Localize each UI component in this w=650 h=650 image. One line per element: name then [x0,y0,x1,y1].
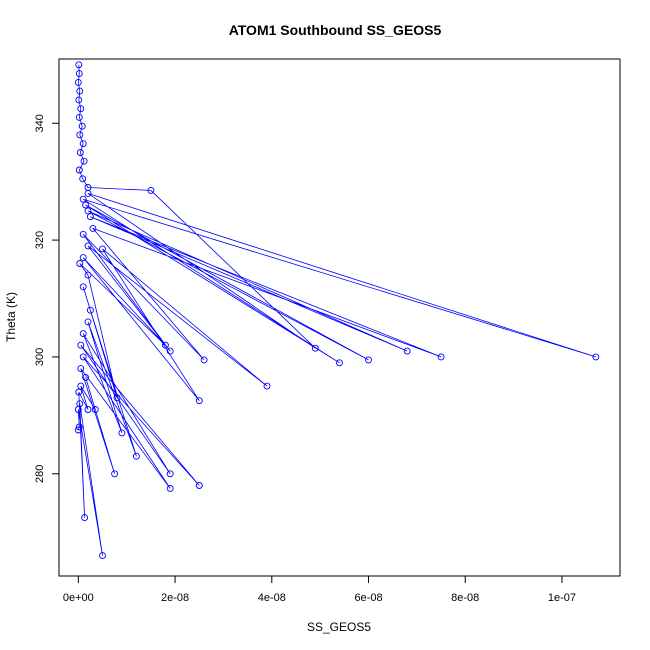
data-point [132,452,140,460]
series-points [74,61,600,560]
y-axis-label: Theta (K) [4,292,18,342]
data-point [75,70,83,78]
data-point [99,552,106,560]
data-point [365,356,372,364]
data-point [79,254,87,262]
data-point [84,271,92,279]
x-tick-label: 4e-08 [258,592,286,604]
data-point [79,195,87,203]
data-point [82,373,90,381]
y-tick-label: 320 [34,231,46,249]
data-point [75,96,83,104]
data-point [76,260,84,267]
data-point [79,230,87,238]
data-point [147,186,155,194]
data-point [75,166,83,174]
data-point [336,359,343,367]
chart-title: ATOM1 Southbound SS_GEOS5 [229,22,442,38]
data-point [75,61,83,69]
data-point [78,122,86,130]
data-point [74,78,82,86]
data-point [161,341,169,349]
data-point [84,207,92,215]
data-point [84,406,92,413]
y-tick-label: 280 [34,465,46,483]
y-tick-label: 300 [34,348,46,366]
data-point [263,382,271,390]
data-point [77,341,85,349]
x-tick-label: 8e-08 [451,592,479,604]
data-point [195,397,203,405]
data-point [79,283,87,291]
data-point [592,353,600,361]
data-point [311,344,319,352]
data-point [77,365,85,373]
data-point [113,394,121,402]
data-point [76,149,84,156]
data-point [84,242,92,250]
data-point [91,406,99,413]
data-point [76,87,84,95]
data-point [86,306,94,314]
data-point [75,423,83,431]
data-point [86,213,94,221]
data-point [77,382,85,390]
data-point [74,406,82,413]
x-tick-label: 6e-08 [354,592,382,604]
data-point [74,426,82,434]
data-point [75,113,83,121]
data-point [166,347,174,355]
series-lines [77,64,596,556]
x-tick-label: 2e-08 [161,592,189,604]
data-point [437,353,445,361]
data-point [111,470,119,478]
data-point [79,140,87,148]
data-point [82,201,90,209]
data-point [79,353,87,361]
x-axis: 0e+00 2e-08 4e-08 6e-08 8e-08 1e-07 [63,575,576,604]
data-point [76,131,84,139]
data-point [77,105,85,113]
x-tick-label: 1e-07 [548,592,576,604]
x-axis-label: SS_GEOS5 [307,620,371,634]
data-point [75,388,83,396]
data-point [195,482,203,489]
data-point [166,470,174,478]
series-line [77,64,596,556]
data-point [80,157,88,165]
data-point [99,245,106,253]
data-point [79,330,87,338]
x-tick-label: 0e+00 [63,592,94,604]
data-point [84,189,92,197]
data-point [118,429,126,437]
data-point [79,175,87,183]
y-tick-label: 340 [34,114,46,132]
data-point [403,347,411,355]
y-axis: 280 300 320 340 [34,114,60,483]
data-point [81,514,89,522]
plot-frame [58,58,621,577]
data-point [89,224,97,232]
data-point [200,356,208,364]
data-point [166,484,174,492]
data-point [84,318,92,326]
